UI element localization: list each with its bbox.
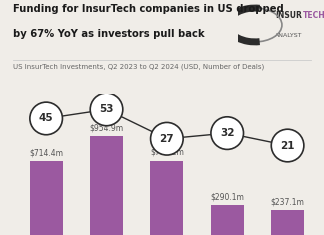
Ellipse shape: [271, 129, 304, 162]
Text: $237.1m: $237.1m: [271, 198, 305, 207]
Text: 32: 32: [220, 128, 235, 138]
Ellipse shape: [90, 93, 123, 126]
Text: $290.1m: $290.1m: [210, 192, 244, 201]
Text: by 67% YoY as investors pull back: by 67% YoY as investors pull back: [13, 29, 204, 39]
Bar: [150, 161, 183, 235]
Text: $954.9m: $954.9m: [89, 124, 123, 133]
Text: Funding for InsurTech companies in US dropped: Funding for InsurTech companies in US dr…: [13, 4, 284, 14]
Bar: [29, 161, 63, 235]
Text: 21: 21: [280, 141, 295, 150]
Bar: [90, 136, 123, 235]
Text: 53: 53: [99, 104, 114, 114]
Text: 45: 45: [39, 114, 53, 123]
Text: TECH: TECH: [303, 12, 324, 20]
Text: 27: 27: [159, 134, 174, 144]
Bar: [271, 211, 304, 235]
Bar: [211, 205, 244, 235]
Text: INSUR: INSUR: [275, 12, 302, 20]
Text: US InsurTech Investments, Q2 2023 to Q2 2024 (USD, Number of Deals): US InsurTech Investments, Q2 2023 to Q2 …: [13, 63, 264, 70]
Text: $719.2m: $719.2m: [150, 148, 184, 157]
Ellipse shape: [30, 102, 63, 135]
Text: ANALYST: ANALYST: [275, 33, 303, 38]
Text: $714.4m: $714.4m: [29, 148, 63, 157]
Ellipse shape: [211, 117, 244, 149]
Ellipse shape: [151, 122, 183, 155]
